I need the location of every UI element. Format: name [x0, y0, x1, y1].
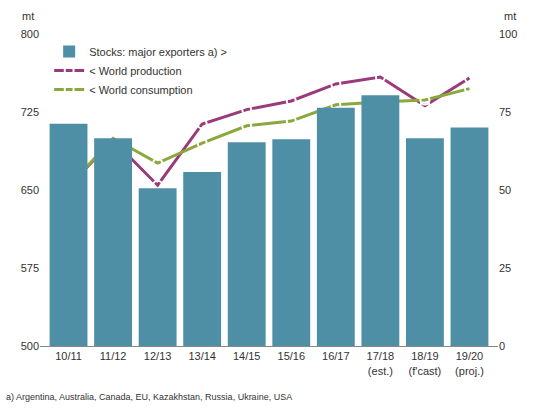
svg-text:11/12: 11/12: [100, 350, 127, 362]
svg-text:12/13: 12/13: [144, 350, 172, 362]
svg-text:10/11: 10/11: [55, 350, 82, 362]
svg-text:18/19(f'cast): 18/19(f'cast): [409, 350, 442, 376]
svg-text:17/18(est.): 17/18(est.): [367, 350, 395, 376]
svg-text:15/16: 15/16: [278, 350, 306, 362]
svg-text:0: 0: [499, 340, 505, 352]
svg-text:mt: mt: [504, 10, 516, 22]
svg-text:25: 25: [499, 262, 511, 274]
svg-text:500: 500: [21, 340, 39, 352]
svg-text:16/17: 16/17: [322, 350, 350, 362]
svg-text:Stocks: major exporters a) >: Stocks: major exporters a) >: [89, 46, 227, 58]
svg-text:725: 725: [21, 106, 39, 118]
svg-text:100: 100: [499, 28, 517, 40]
svg-text:< World production: < World production: [89, 65, 181, 77]
svg-text:mt: mt: [22, 10, 34, 22]
svg-text:575: 575: [21, 262, 39, 274]
svg-text:800: 800: [21, 28, 39, 40]
svg-text:50: 50: [499, 184, 511, 196]
svg-text:13/14: 13/14: [188, 350, 216, 362]
svg-text:19/20(proj.): 19/20(proj.): [455, 350, 484, 376]
svg-text:14/15: 14/15: [233, 350, 261, 362]
svg-text:650: 650: [21, 184, 39, 196]
svg-text:75: 75: [499, 106, 511, 118]
svg-text:a) Argentina, Australia, Canad: a) Argentina, Australia, Canada, EU, Kaz…: [6, 392, 292, 402]
svg-text:< World consumption: < World consumption: [89, 84, 192, 96]
